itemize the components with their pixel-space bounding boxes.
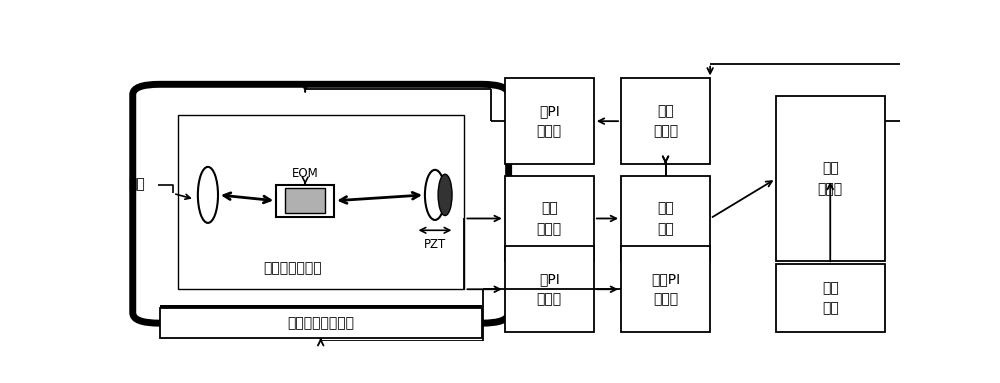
Text: 参考
频率: 参考 频率 <box>822 281 839 316</box>
Text: 慢PI
控制器: 慢PI 控制器 <box>537 272 562 306</box>
Text: 光电
探测器: 光电 探测器 <box>537 201 562 236</box>
Text: PZT: PZT <box>424 237 446 250</box>
Bar <box>285 188 325 213</box>
Bar <box>776 264 885 332</box>
Bar <box>276 185 334 217</box>
Text: EOM: EOM <box>292 167 319 180</box>
Ellipse shape <box>198 167 218 223</box>
Bar <box>505 176 594 261</box>
Text: 快PI
控制器: 快PI 控制器 <box>537 104 562 139</box>
Bar <box>160 308 482 338</box>
Text: 光频梳光学系统: 光频梳光学系统 <box>263 262 322 276</box>
FancyBboxPatch shape <box>133 84 509 323</box>
Text: 光学腔体控温模块: 光学腔体控温模块 <box>287 316 354 330</box>
Bar <box>505 247 594 332</box>
Bar <box>621 247 710 332</box>
Text: 腔体: 腔体 <box>128 178 145 192</box>
Text: 低通
滤波器: 低通 滤波器 <box>653 104 678 139</box>
Bar <box>160 304 482 316</box>
Bar <box>776 96 885 261</box>
Ellipse shape <box>425 170 445 220</box>
Text: 开关
鉴相器: 开关 鉴相器 <box>818 161 843 196</box>
Ellipse shape <box>438 174 452 216</box>
Bar <box>178 115 464 289</box>
Text: 带通
放大: 带通 放大 <box>657 201 674 236</box>
Bar <box>621 176 710 261</box>
Bar <box>621 79 710 164</box>
Bar <box>505 79 594 164</box>
Text: 超慢PI
控制器: 超慢PI 控制器 <box>651 272 680 306</box>
